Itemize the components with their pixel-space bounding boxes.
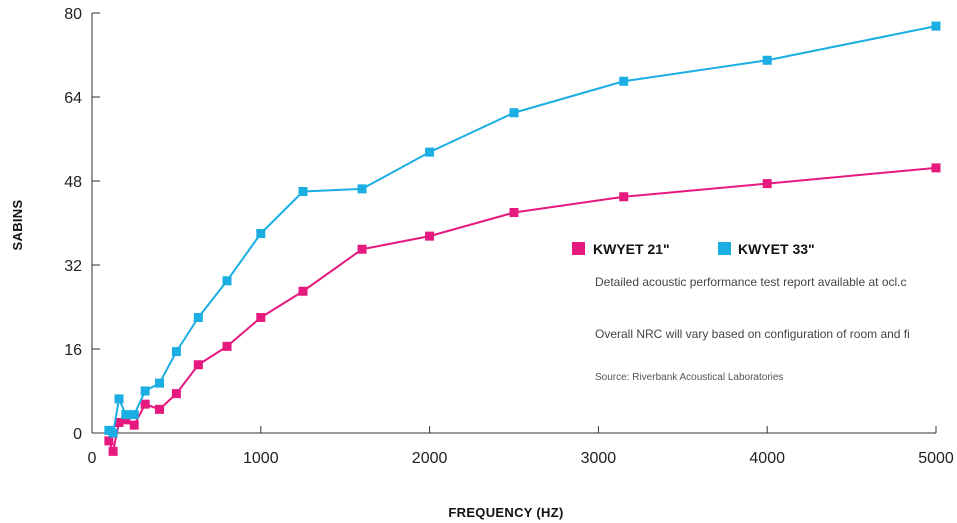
legend: KWYET 21" KWYET 33" <box>572 241 815 257</box>
y-axis-title: SABINS <box>10 200 25 251</box>
data-point-marker <box>108 428 118 438</box>
x-tick-label: 1000 <box>243 450 279 467</box>
data-point-marker <box>256 229 266 238</box>
data-point-marker <box>114 418 124 427</box>
data-point-marker <box>931 163 941 173</box>
data-point-marker <box>121 410 131 420</box>
data-point-marker <box>357 244 367 254</box>
data-point-marker <box>256 313 266 322</box>
data-point-marker <box>619 76 629 86</box>
data-point-marker <box>129 410 139 420</box>
y-tick-label: 16 <box>64 342 82 359</box>
legend-label-kwyet-21: KWYET 21" <box>593 241 670 257</box>
data-point-marker <box>425 147 435 157</box>
data-point-marker <box>222 341 232 351</box>
data-point-marker <box>193 360 203 370</box>
data-point-marker <box>114 394 124 404</box>
series-line <box>108 25 937 434</box>
data-point-marker <box>140 386 150 396</box>
data-point-marker <box>357 184 367 194</box>
x-tick-label: 4000 <box>749 450 785 467</box>
data-point-marker <box>104 436 114 446</box>
data-point-marker <box>298 187 308 196</box>
series-line <box>107 166 937 453</box>
data-point-marker <box>931 21 941 31</box>
x-tick-label: 3000 <box>581 450 617 467</box>
data-point-marker <box>509 108 519 118</box>
series-group <box>104 163 941 456</box>
x-tick-label: 2000 <box>412 450 448 467</box>
y-tick-label: 48 <box>64 174 82 191</box>
data-point-marker <box>619 192 629 202</box>
annotation-source: Source: Riverbank Acoustical Laboratorie… <box>595 372 783 383</box>
axes: 0 16 32 48 64 80 0 1000 2000 3000 4000 5000 <box>64 6 954 467</box>
annotation-nrc-note: Overall NRC will vary based on configura… <box>595 327 910 341</box>
y-tick-label: 0 <box>73 426 82 443</box>
legend-label-kwyet-33: KWYET 33" <box>738 241 815 257</box>
x-axis-title: FREQUENCY (HZ) <box>448 505 563 520</box>
data-point-marker <box>121 415 131 425</box>
data-point-marker <box>171 347 181 357</box>
y-tick-label: 32 <box>64 258 82 275</box>
series-group <box>104 21 941 438</box>
data-point-marker <box>509 208 519 217</box>
annotation-test-report: Detailed acoustic performance test repor… <box>595 275 907 289</box>
data-point-marker <box>108 446 118 456</box>
data-point-marker <box>155 378 165 388</box>
y-tick-label: 80 <box>64 6 82 23</box>
legend-swatch-kwyet-33 <box>718 242 731 255</box>
data-point-marker <box>298 286 308 296</box>
data-point-marker <box>193 313 203 322</box>
data-point-marker <box>762 55 772 65</box>
data-point-marker <box>171 389 181 399</box>
x-tick-label: 5000 <box>918 450 954 467</box>
data-point-marker <box>140 399 150 409</box>
y-tick-label: 64 <box>64 90 82 107</box>
legend-swatch-kwyet-21 <box>572 242 585 255</box>
data-point-marker <box>762 179 772 189</box>
data-point-marker <box>425 231 435 241</box>
data-point-marker <box>155 404 165 414</box>
data-point-marker <box>222 276 232 286</box>
data-point-marker <box>129 420 139 430</box>
series-layer <box>104 21 941 456</box>
x-tick-label: 0 <box>88 450 97 467</box>
